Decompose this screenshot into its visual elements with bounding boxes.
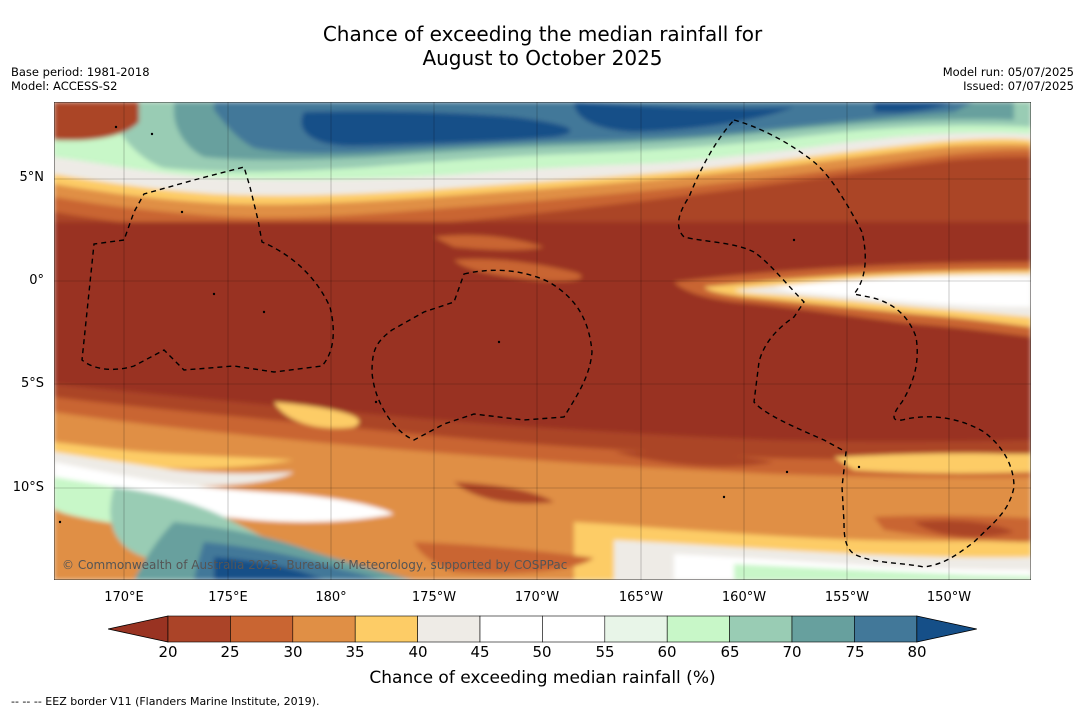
- eez-borders: [81, 119, 1015, 568]
- colorbar-cell-25-30: [230, 615, 294, 643]
- eez-kiribati-gilbert: [81, 166, 334, 373]
- latitude-label-5s: 5°S: [20, 376, 44, 391]
- colorbar-tick-40: 40: [408, 643, 428, 661]
- rainfall-map: [54, 102, 1031, 580]
- latitude-label-5n: 5°N: [19, 170, 45, 185]
- map-title: Chance of exceeding the median rainfall …: [0, 22, 1085, 70]
- latitude-label-10s: 10°S: [12, 480, 44, 495]
- longitude-label-175e: 175°E: [208, 590, 248, 605]
- title-line-1: Chance of exceeding the median rainfall …: [322, 22, 763, 46]
- colorbar-cell-45-50: [479, 615, 543, 643]
- latitude-label-0: 0°: [29, 273, 44, 288]
- longitude-label-155w: 155°W: [824, 590, 870, 605]
- longitude-label-150w: 150°W: [926, 590, 972, 605]
- colorbar-cell-40-45: [417, 615, 481, 643]
- colorbar-cell-70-75: [791, 615, 855, 643]
- colorbar-cell-30-35: [292, 615, 356, 643]
- colorbar-cell-75-80: [854, 615, 918, 643]
- colorbar-cell-55-60: [604, 615, 668, 643]
- colorbar-cell-50-55: [542, 615, 606, 643]
- colorbar-label: Chance of exceeding median rainfall (%): [369, 668, 716, 688]
- colorbar-tick-45: 45: [470, 643, 490, 661]
- island-markers: [58, 125, 861, 524]
- colorbar-tick-20: 20: [158, 643, 178, 661]
- eez-phoenix: [371, 269, 593, 441]
- issued-text: Issued: 07/07/2025: [963, 79, 1074, 93]
- eez-footnote: -- -- -- EEZ border V11 (Flanders Marine…: [11, 695, 320, 708]
- colorbar-cell-65-70: [729, 615, 793, 643]
- graticule: [54, 102, 1031, 580]
- title-line-2: August to October 2025: [422, 46, 663, 70]
- rainfall-field: [54, 102, 1031, 580]
- colorbar-tick-75: 75: [845, 643, 865, 661]
- colorbar-high-extension: [916, 615, 977, 643]
- colorbar-cell-60-65: [666, 615, 730, 643]
- colorbar-tick-50: 50: [532, 643, 552, 661]
- colorbar-tick-25: 25: [220, 643, 240, 661]
- copyright-text: © Commonwealth of Australia 2025, Bureau…: [62, 558, 568, 572]
- colorbar-low-extension: [108, 615, 169, 643]
- meta-right: Model run: 05/07/2025 Issued: 07/07/2025: [943, 65, 1074, 93]
- longitude-label-170e: 170°E: [104, 590, 144, 605]
- longitude-label-170w: 170°W: [514, 590, 560, 605]
- colorbar-tick-60: 60: [657, 643, 677, 661]
- base-period-text: Base period: 1981-2018: [11, 65, 150, 79]
- longitude-label-180: 180°: [315, 590, 347, 605]
- colorbar-tick-30: 30: [283, 643, 303, 661]
- colorbar: [108, 615, 977, 643]
- colorbar-tick-70: 70: [782, 643, 802, 661]
- longitude-label-160w: 160°W: [721, 590, 767, 605]
- colorbar-tick-65: 65: [720, 643, 740, 661]
- colorbar-cell-35-40: [354, 615, 418, 643]
- colorbar-cells: [108, 615, 977, 643]
- colorbar-tick-80: 80: [907, 643, 927, 661]
- model-run-text: Model run: 05/07/2025: [942, 65, 1074, 79]
- colorbar-tick-35: 35: [345, 643, 365, 661]
- longitude-label-165w: 165°W: [618, 590, 664, 605]
- model-text: Model: ACCESS-S2: [11, 79, 118, 93]
- colorbar-tick-55: 55: [595, 643, 615, 661]
- meta-left: Base period: 1981-2018 Model: ACCESS-S2: [11, 65, 150, 93]
- longitude-label-175w: 175°W: [411, 590, 457, 605]
- colorbar-cell-20-25: [167, 615, 231, 643]
